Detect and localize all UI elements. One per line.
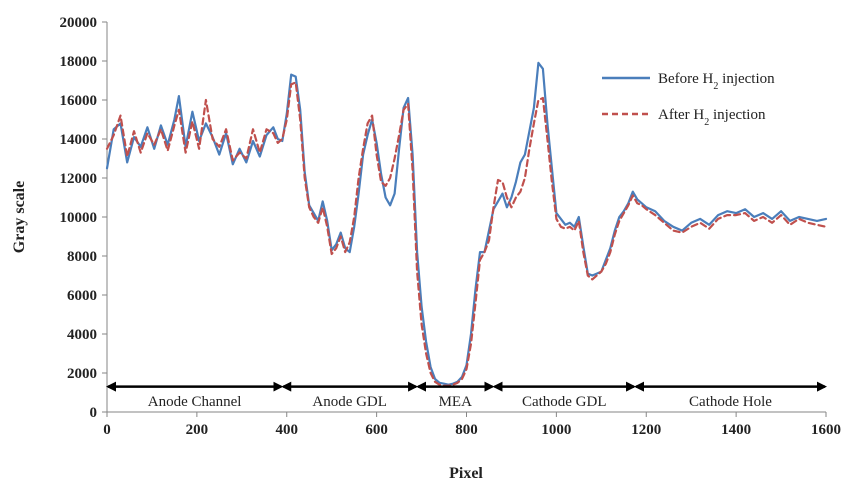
x-tick-label: 400 <box>276 422 299 438</box>
x-tick-label: 1200 <box>631 422 661 438</box>
x-tick-label: 0 <box>103 422 111 438</box>
x-tick-label: 1000 <box>541 422 571 438</box>
region-label: MEA <box>439 394 473 410</box>
y-tick-label: 10000 <box>60 210 98 226</box>
legend-label: Before H2 injection <box>658 71 775 92</box>
x-tick-label: 800 <box>455 422 478 438</box>
y-tick-label: 20000 <box>60 15 98 31</box>
y-tick-label: 16000 <box>60 93 98 109</box>
y-axis-title: Gray scale <box>11 181 28 253</box>
y-tick-label: 0 <box>90 405 98 421</box>
series-line-after <box>105 81 828 387</box>
legend: Before H2 injection After H2 injection <box>602 71 775 128</box>
x-axis-title: Pixel <box>449 465 483 482</box>
region-label: Anode Channel <box>148 394 242 410</box>
y-tick-label: 12000 <box>60 171 98 187</box>
axes: 0200040006000800010000120001400016000180… <box>60 15 842 438</box>
y-tick-label: 14000 <box>60 132 98 148</box>
y-tick-label: 18000 <box>60 54 98 70</box>
x-tick-label: 1400 <box>721 422 751 438</box>
x-tick-label: 600 <box>365 422 388 438</box>
y-tick-label: 2000 <box>67 366 97 382</box>
region-label: Anode GDL <box>312 394 387 410</box>
legend-label: After H2 injection <box>658 107 766 128</box>
y-tick-label: 4000 <box>67 327 97 343</box>
x-tick-label: 200 <box>186 422 209 438</box>
region-label: Cathode Hole <box>689 394 772 410</box>
x-tick-label: 1600 <box>811 422 841 438</box>
y-tick-label: 6000 <box>67 288 97 304</box>
regions-layer: Anode Channel Anode GDL MEA Cathode GDL Cath… <box>106 381 827 410</box>
y-tick-label: 8000 <box>67 249 97 265</box>
region-label: Cathode GDL <box>522 394 607 410</box>
